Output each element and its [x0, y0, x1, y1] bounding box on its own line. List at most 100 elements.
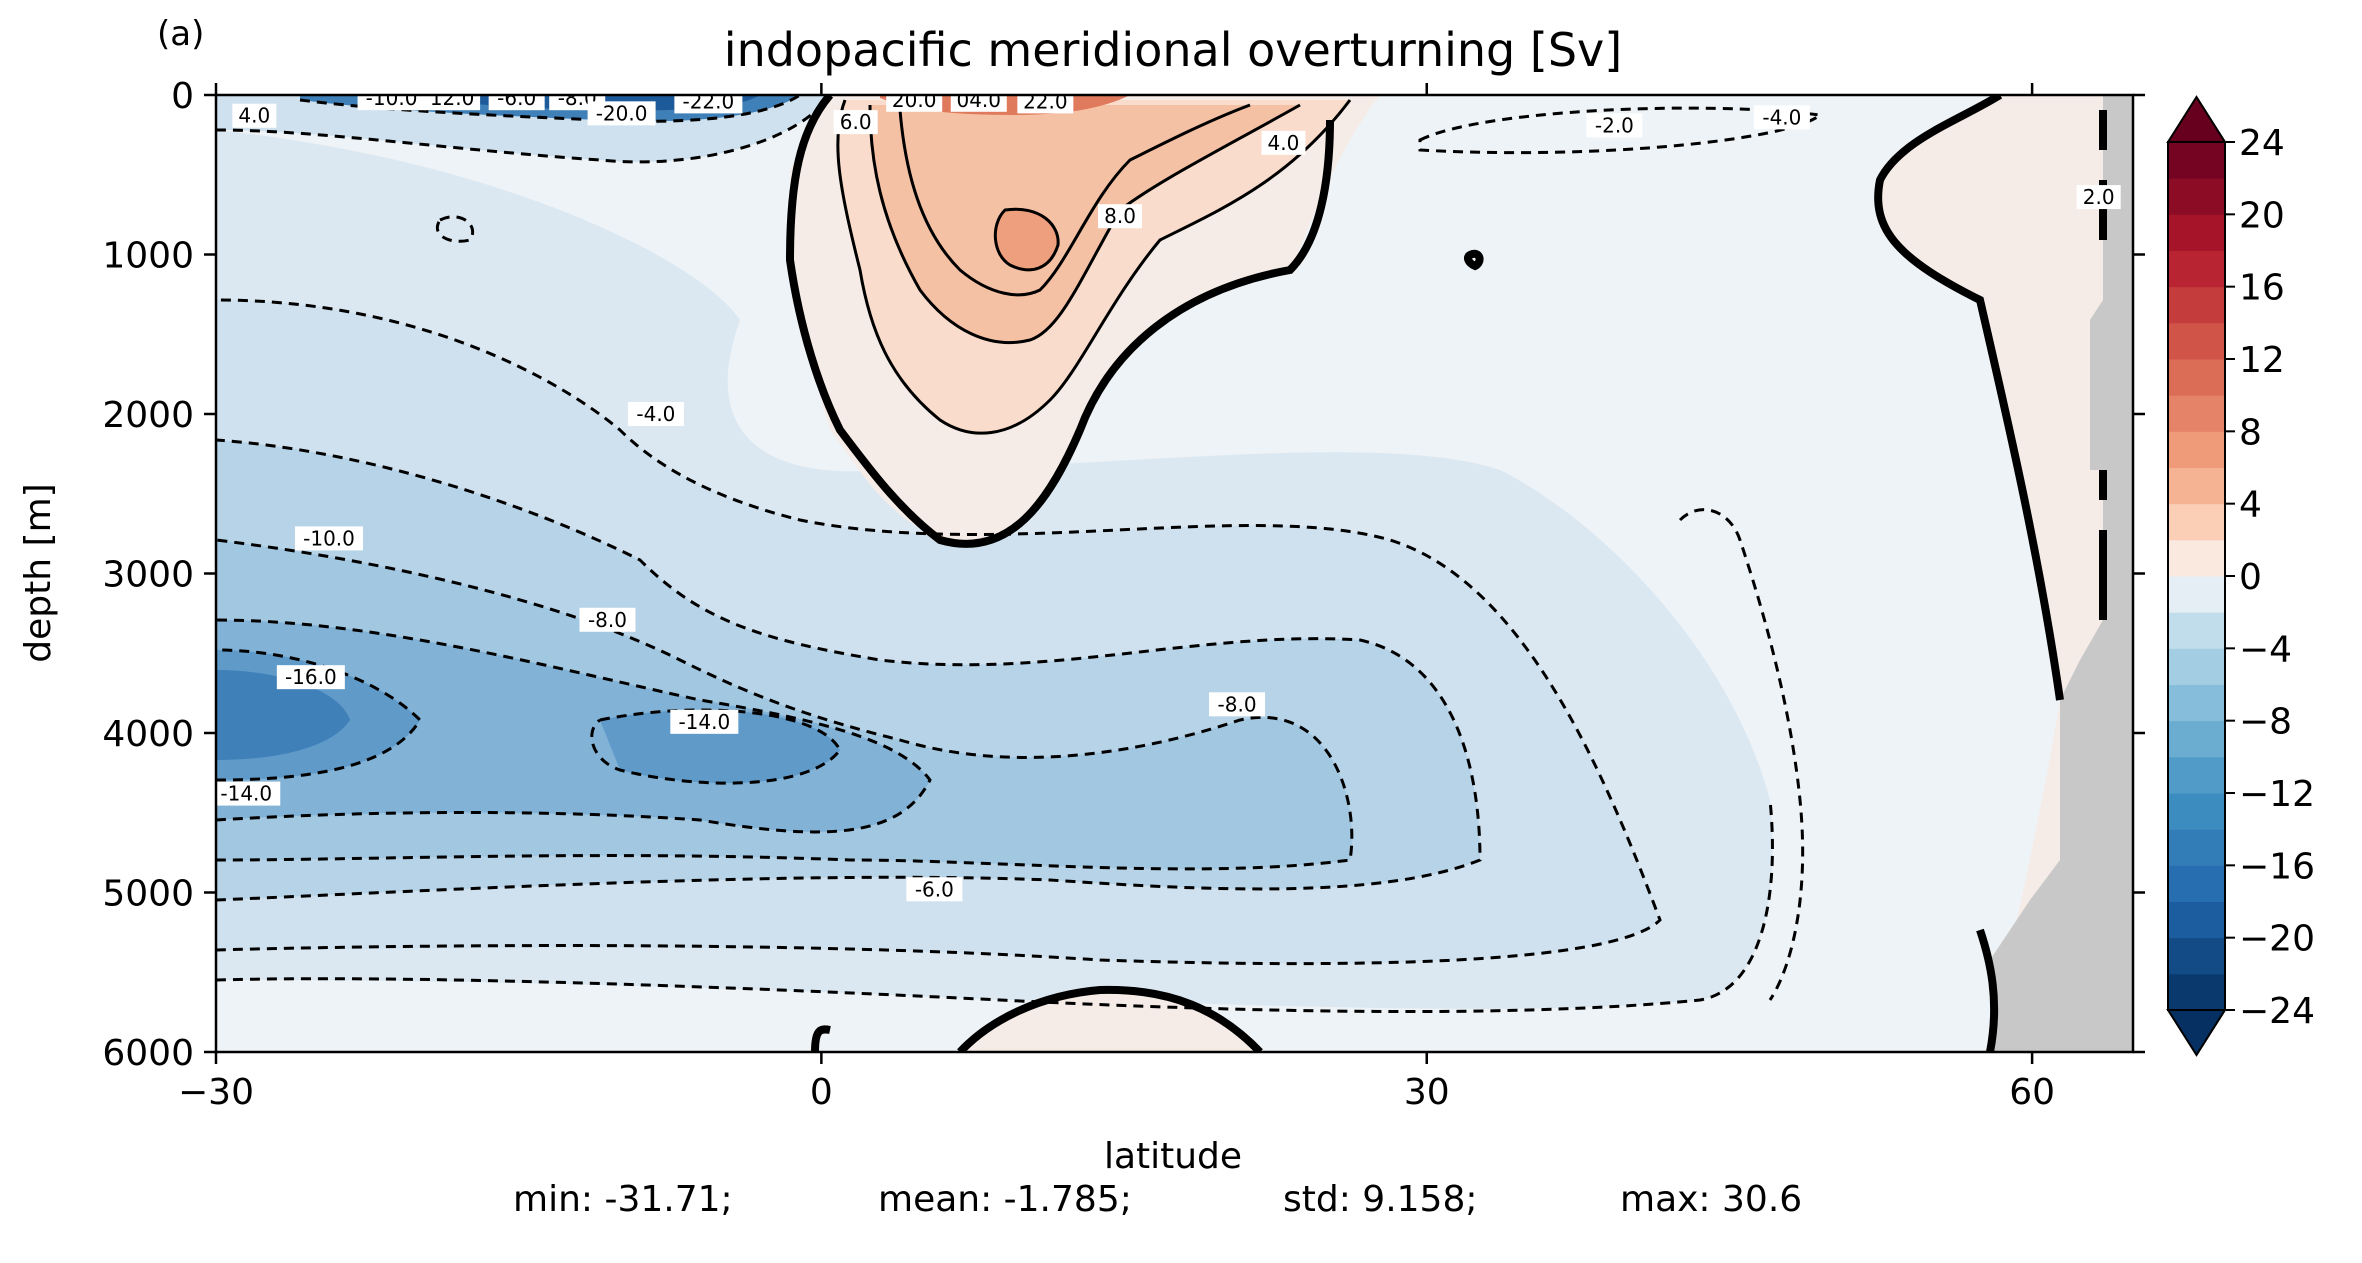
- stat-max: max: 30.6: [1620, 1179, 1802, 1220]
- contour-label: 20.0: [892, 88, 937, 112]
- contour-label: -4.0: [636, 402, 675, 426]
- land-mask: [1990, 95, 2133, 1052]
- stat-min: min: -31.71;: [513, 1179, 733, 1220]
- contour-label: -14.0: [678, 710, 730, 734]
- y-tick-label: 5000: [102, 874, 194, 915]
- contour-label: -22.0: [682, 89, 734, 113]
- contour-label: -2.0: [1595, 113, 1634, 137]
- contour-labels: 4.0-10.0 12.0 -6.0 -8.0-20.0 -22.06.020.0 04.…: [216, 86, 2121, 902]
- y-tick-label: 2000: [102, 395, 194, 436]
- colorbar-segment: [2168, 937, 2225, 975]
- contour-label: -8.0: [1218, 692, 1257, 716]
- zero-contours: [785, 95, 2107, 1052]
- chart-title: indopacific meridional overturning [Sv]: [724, 23, 1622, 77]
- colorbar-segment: [2168, 720, 2225, 758]
- x-tick-label: −30: [178, 1072, 254, 1113]
- contour-label: -14.0: [220, 782, 272, 806]
- contour-label: 12.0: [430, 86, 475, 110]
- contour-label: 6.0: [840, 110, 872, 134]
- contour-label: -6.0: [497, 86, 536, 110]
- contour-label: 2.0: [2083, 185, 2115, 209]
- y-tick-label: 4000: [102, 714, 194, 755]
- colorbar-segment: [2168, 539, 2225, 577]
- colorbar-segment: [2168, 648, 2225, 685]
- colorbar-tick-label: 16: [2239, 268, 2285, 309]
- contour-label: 22.0: [1023, 89, 1068, 113]
- contour-label-bg: [232, 103, 277, 128]
- contour-label-bg: [488, 95, 545, 111]
- contour-label: -4.0: [1762, 105, 1801, 129]
- colorbar-segment: [2168, 793, 2225, 830]
- contour-label-bg: [357, 95, 426, 111]
- band-minus-14: [216, 650, 840, 784]
- x-axis: −30 0 30 60: [178, 83, 2055, 1113]
- contour-label: -20.0: [596, 101, 648, 125]
- colorbar-segment: [2168, 467, 2225, 505]
- plot-area: 4.0-10.0 12.0 -6.0 -8.0-20.0 -22.06.020.0 04.…: [216, 86, 2133, 1052]
- colorbar-tick-label: −12: [2239, 774, 2315, 815]
- colorbar-tick-label: −16: [2239, 846, 2315, 887]
- contour-label: -8.0: [558, 86, 597, 110]
- contour-label-bg: [1261, 130, 1306, 155]
- colorbar-tick-label: 4: [2239, 485, 2262, 526]
- contour-label: 4.0: [238, 104, 270, 128]
- y-tick-label: 3000: [102, 555, 194, 596]
- colorbar-segment: [2168, 901, 2225, 939]
- contour-label-bg: [216, 781, 281, 806]
- contour-label-bg: [670, 709, 739, 734]
- contour-label-bg: [1586, 113, 1643, 138]
- y-tick-label: 1000: [102, 236, 194, 277]
- colorbar-segment: [2168, 250, 2225, 288]
- contour-label-bg: [627, 402, 684, 426]
- contour-label-bg: [906, 877, 963, 902]
- y-tick-label: 6000: [102, 1033, 194, 1074]
- contour-label-bg: [1017, 95, 1074, 114]
- colorbar-segment: [2168, 142, 2225, 179]
- contour-label-bg: [1098, 204, 1143, 229]
- contour-label: -10.0: [366, 86, 418, 110]
- colorbar-segment: [2168, 395, 2225, 432]
- colorbar-segment: [2168, 865, 2225, 902]
- positive-cell-12: [995, 209, 1059, 270]
- contour-label: -16.0: [285, 665, 337, 689]
- contour-label-bg: [950, 95, 1007, 112]
- contour-label-bg: [587, 101, 656, 126]
- colorbar-segment: [2168, 431, 2225, 468]
- stat-mean: mean: -1.785;: [878, 1179, 1132, 1220]
- colorbar-segment: [2168, 322, 2225, 360]
- band-minus-16: [216, 670, 350, 760]
- y-axis: 0 1000 2000 3000 4000 5000 6000: [102, 76, 2145, 1074]
- colorbar-segment: [2168, 214, 2225, 251]
- stats-line: min: -31.71; mean: -1.785; std: 9.158; m…: [513, 1179, 1802, 1220]
- contour-label-bg: [295, 526, 364, 551]
- contour-label-bg: [579, 607, 636, 632]
- colorbar-tick-label: 8: [2239, 412, 2262, 453]
- y-axis-label: depth [m]: [18, 483, 59, 662]
- contour-label-bg: [674, 95, 743, 114]
- x-tick-label: 0: [810, 1072, 833, 1113]
- colorbar-tick-label: 24: [2239, 123, 2285, 164]
- colorbar-segment: [2168, 576, 2225, 613]
- contour-label: 8.0: [1104, 204, 1136, 228]
- colorbar-segment: [2168, 178, 2225, 215]
- colorbar-segment: [2168, 359, 2225, 396]
- positive-contours: [836, 99, 1352, 435]
- colorbar-segment: [2168, 286, 2225, 324]
- colorbar-segment: [2168, 684, 2225, 722]
- contour-label: -8.0: [588, 608, 627, 632]
- colorbar-extend-top: [2166, 95, 2227, 143]
- x-tick-label: 60: [2009, 1072, 2055, 1113]
- contour-label-bg: [276, 665, 345, 690]
- contour-label-bg: [833, 110, 878, 135]
- contour-label-bg: [1209, 692, 1266, 717]
- contour-label: -10.0: [303, 526, 355, 550]
- colorbar-segment: [2168, 973, 2225, 1011]
- colorbar-tick-label: 20: [2239, 195, 2285, 236]
- contour-label-bg: [1753, 105, 1810, 130]
- x-tick-label: 30: [1404, 1072, 1450, 1113]
- contour-label: 4.0: [1268, 131, 1300, 155]
- stat-std: std: 9.158;: [1283, 1179, 1477, 1220]
- colorbar-tick-label: −24: [2239, 991, 2315, 1032]
- contour-label-bg: [424, 95, 481, 111]
